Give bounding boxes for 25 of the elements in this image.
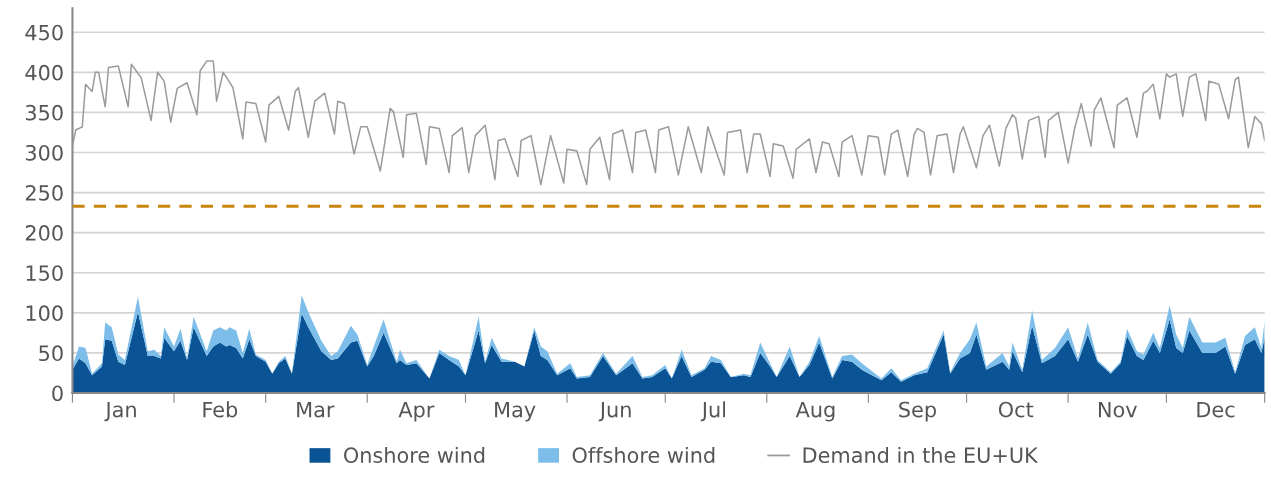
x-tick-label: Oct (998, 401, 1034, 418)
x-tick-label: Feb (203, 401, 238, 418)
y-tick-label: 350 (25, 104, 63, 121)
x-tick-label: Apr (398, 401, 435, 422)
y-tick-label: 250 (25, 185, 63, 201)
y-tick-label: 100 (26, 305, 63, 322)
legend-label: Demand in the EU+UK (803, 446, 1039, 464)
legend-label: Offshore wind (572, 446, 715, 464)
legend-label: Onshore wind (344, 446, 485, 464)
x-tick-label: Mar (297, 401, 335, 418)
y-tick-label: 0 (52, 385, 63, 402)
y-tick-label: 200 (25, 225, 63, 241)
y-tick-label: 300 (25, 144, 63, 161)
x-tick-label: Jul (700, 401, 726, 422)
y-tick-label: 450 (25, 24, 63, 41)
y-tick-label: 50 (39, 345, 63, 362)
x-tick-label: Dec (1197, 401, 1235, 418)
y-tick-label: 150 (26, 265, 63, 281)
x-tick-label: May (495, 401, 536, 422)
y-tick-label: 400 (25, 64, 63, 81)
x-tick-label: Jan (104, 401, 136, 422)
x-tick-label: Nov (1098, 401, 1137, 418)
x-tick-label: Sep (899, 401, 936, 422)
x-tick-label: Aug (795, 401, 835, 422)
x-tick-label: Jun (598, 401, 631, 422)
